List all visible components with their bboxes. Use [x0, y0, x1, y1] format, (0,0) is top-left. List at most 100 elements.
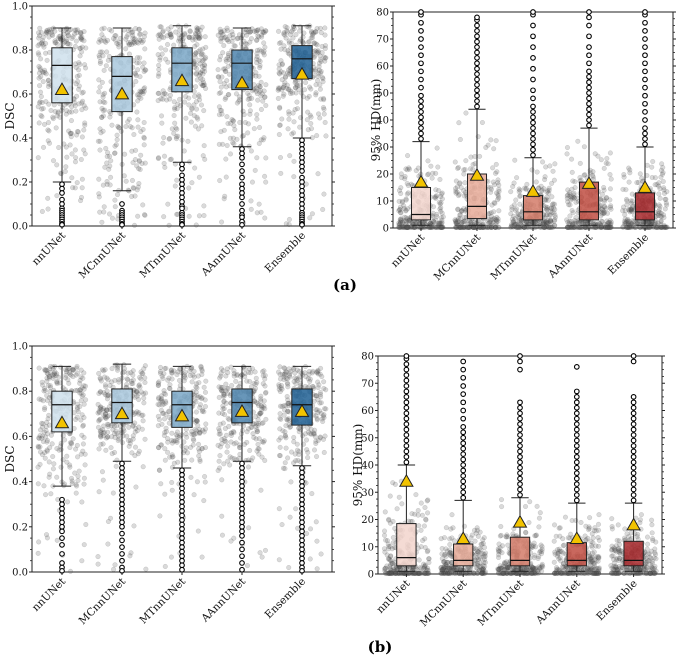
data-point	[455, 165, 461, 171]
data-point	[161, 214, 167, 220]
data-point	[234, 36, 240, 42]
data-point	[217, 26, 223, 32]
outlier-point	[59, 542, 65, 548]
outlier-point	[239, 514, 245, 521]
data-point	[226, 92, 232, 98]
data-point	[56, 374, 62, 380]
data-point	[308, 28, 314, 34]
outlier-point	[586, 100, 592, 107]
data-point	[219, 35, 225, 41]
data-point	[96, 77, 102, 83]
data-point	[245, 464, 251, 470]
data-point	[461, 167, 467, 173]
data-point	[242, 120, 248, 126]
data-point	[189, 106, 195, 112]
data-point	[131, 523, 137, 529]
data-point	[126, 42, 132, 48]
data-point	[247, 96, 253, 102]
outlier-point	[474, 55, 480, 61]
data-point	[81, 103, 87, 109]
data-point	[63, 164, 69, 170]
data-point	[258, 487, 264, 493]
data-point	[245, 90, 251, 96]
data-point	[657, 186, 663, 192]
data-point	[463, 110, 469, 116]
data-point	[286, 216, 292, 222]
data-point	[604, 224, 610, 230]
data-point	[297, 124, 303, 130]
data-point	[302, 370, 308, 376]
panel-label-a: (a)	[333, 276, 357, 294]
outlier-point	[418, 98, 424, 104]
data-point	[136, 60, 142, 66]
data-point	[165, 26, 171, 32]
data-point	[69, 130, 75, 136]
data-point	[156, 90, 162, 96]
data-point	[313, 438, 319, 444]
data-point	[96, 489, 102, 495]
data-point	[102, 164, 108, 170]
data-point	[293, 32, 299, 38]
data-point	[254, 210, 260, 216]
data-point	[156, 379, 162, 385]
data-point	[173, 29, 179, 35]
data-point	[114, 132, 120, 138]
data-point	[215, 67, 221, 73]
data-point	[76, 72, 82, 78]
data-point	[123, 46, 129, 52]
data-point	[261, 88, 267, 94]
data-point	[77, 53, 83, 59]
data-point	[139, 161, 145, 167]
outlier-point	[474, 33, 480, 40]
outlier-point	[119, 510, 125, 517]
data-point	[49, 27, 55, 33]
outlier-point	[474, 103, 480, 110]
data-point	[48, 108, 54, 114]
data-point	[291, 24, 297, 30]
data-point	[97, 54, 103, 60]
data-point	[159, 34, 165, 40]
data-point	[401, 214, 407, 220]
data-point	[564, 145, 570, 151]
data-point	[288, 479, 294, 485]
data-point	[533, 179, 539, 185]
data-point	[108, 515, 114, 521]
data-point	[318, 400, 324, 406]
outlier-point	[474, 38, 480, 45]
data-point	[104, 49, 110, 55]
data-point	[112, 562, 118, 568]
data-point	[263, 179, 269, 185]
data-point	[494, 169, 500, 175]
data-point	[127, 41, 133, 47]
data-point	[277, 426, 283, 432]
data-point	[223, 84, 229, 90]
data-point	[160, 29, 166, 35]
data-point	[285, 48, 291, 54]
data-point	[311, 447, 317, 453]
outlier-point	[179, 566, 185, 573]
data-point	[194, 27, 200, 33]
outlier-point	[179, 539, 185, 546]
data-point	[98, 389, 104, 395]
data-point	[115, 192, 121, 198]
outlier-point	[59, 560, 65, 566]
data-point	[199, 24, 205, 30]
outlier-point	[239, 523, 245, 530]
outlier-point	[530, 152, 536, 158]
data-point	[197, 70, 203, 76]
data-point	[79, 134, 85, 140]
data-point	[130, 160, 136, 166]
data-point	[100, 113, 106, 119]
data-point	[163, 47, 169, 53]
x-tick-label-MTnnUNet: MTnnUNet	[137, 229, 188, 280]
outlier-point	[299, 505, 305, 512]
data-point	[157, 369, 163, 375]
data-point	[134, 187, 140, 193]
data-point	[79, 90, 85, 96]
data-point	[253, 70, 259, 76]
outlier-point	[403, 453, 410, 460]
data-point	[436, 188, 442, 194]
data-point	[261, 438, 267, 444]
data-point	[261, 52, 267, 58]
outlier-point	[474, 65, 480, 72]
